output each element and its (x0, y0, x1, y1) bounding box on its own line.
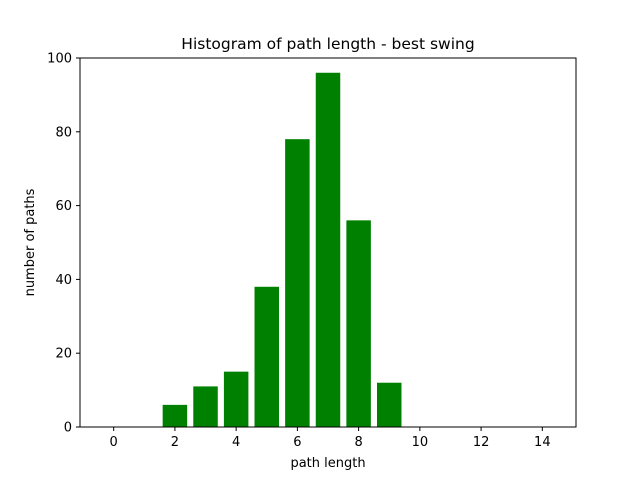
bars-group (162, 72, 402, 427)
y-tick-label: 80 (55, 125, 72, 140)
x-tick-label: 2 (171, 435, 179, 450)
x-tick-label: 8 (354, 435, 362, 450)
chart-title: Histogram of path length - best swing (181, 35, 474, 53)
x-tick-label: 0 (110, 435, 118, 450)
x-tick-label: 12 (473, 435, 490, 450)
bar-4 (223, 371, 249, 427)
x-tick-label: 4 (232, 435, 240, 450)
x-tick-label: 14 (534, 435, 551, 450)
y-tick-label: 20 (55, 347, 72, 362)
y-tick-label: 60 (55, 199, 72, 214)
y-tick-label: 40 (55, 273, 72, 288)
bar-3 (193, 386, 218, 427)
x-tick-label: 6 (293, 435, 301, 450)
x-axis-label: path length (290, 456, 365, 471)
y-tick-label: 100 (47, 52, 72, 67)
x-axis-ticks: 0 2 4 6 8 10 12 14 (110, 427, 551, 450)
y-tick-label: 0 (64, 421, 72, 436)
bar-2 (162, 404, 188, 427)
bar-5 (254, 286, 280, 427)
x-tick-label: 10 (412, 435, 429, 450)
y-axis-label: number of paths (23, 188, 38, 296)
bar-7 (315, 72, 341, 427)
bar-8 (346, 220, 371, 427)
plot-frame (79, 57, 577, 428)
y-axis-ticks: 0 20 40 60 80 100 (47, 52, 80, 436)
bar-6 (285, 139, 310, 427)
bar-9 (376, 382, 402, 427)
